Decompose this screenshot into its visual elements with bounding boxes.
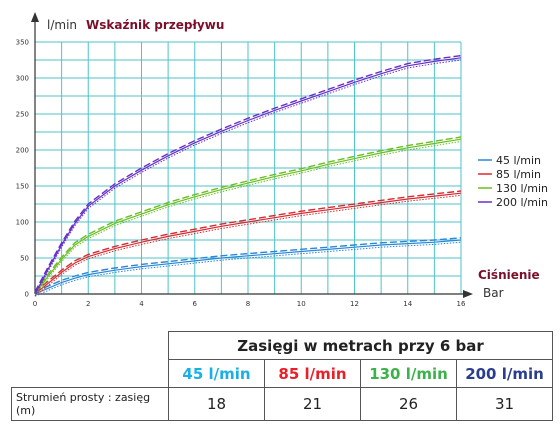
y-tick-label: 350: [16, 39, 29, 47]
x-tick-label: 4: [139, 300, 144, 308]
legend-label: 130 l/min: [496, 182, 548, 195]
legend-label: 45 l/min: [496, 154, 541, 167]
table-header-45: 45 l/min: [168, 359, 265, 388]
x-tick-label: 14: [403, 300, 412, 308]
x-tick-label: 0: [33, 300, 37, 308]
y-axis-label: l/min: [47, 18, 77, 32]
y-tick-label: 200: [16, 147, 29, 155]
series-line: [34, 138, 462, 295]
table-cell-85: 21: [264, 387, 361, 421]
series-line: [34, 57, 462, 295]
table-cell-45: 18: [168, 387, 265, 421]
table-corner: [12, 332, 169, 360]
series-line: [34, 239, 462, 295]
y-tick-label: 50: [20, 255, 29, 263]
flow-chart: 0 50 100 150 200 250 300 350 0 2 4 6 8 10 12 14 16 l/min W…: [16, 12, 548, 308]
y-tick-label: 300: [16, 75, 29, 83]
chart-title: Wskaźnik przepływu: [86, 18, 224, 32]
range-table: Zasięgi w metrach przy 6 bar 45 l/min 85…: [11, 331, 553, 421]
y-tick-label: 100: [16, 219, 29, 227]
table-row-label: Strumień prosty : zasięg (m): [11, 387, 169, 421]
x-tick-label: 10: [297, 300, 306, 308]
x-tick-label: 16: [457, 300, 466, 308]
x-tick-label: 6: [193, 300, 198, 308]
y-tick-label: 150: [16, 183, 29, 191]
series-line-dashed: [34, 237, 462, 293]
table-cell-200: 31: [456, 387, 553, 421]
table-header-200: 200 l/min: [456, 359, 553, 388]
legend-label: 85 l/min: [496, 168, 541, 181]
x-tick-label: 12: [350, 300, 359, 308]
table-header-130: 130 l/min: [360, 359, 457, 388]
series-line-dotted: [34, 194, 462, 297]
table-cell-130: 26: [360, 387, 457, 421]
x-axis-arrow: [463, 290, 473, 298]
series-line-dashed: [34, 190, 462, 293]
y-axis-arrow: [31, 12, 39, 22]
x-tick-label: 2: [86, 300, 90, 308]
table-corner-2: [12, 360, 169, 388]
series-line-dotted: [34, 140, 462, 297]
flow-chart-svg: 0 50 100 150 200 250 300 350 0 2 4 6 8 10 12 14 16 l/min W…: [16, 12, 548, 308]
series-line: [34, 192, 462, 295]
table-row: Strumień prosty : zasięg (m) 18 21 26 31: [11, 387, 553, 421]
x-axis-unit-label: Bar: [483, 286, 504, 300]
series-line-dashed: [34, 54, 462, 293]
x-axis-label: Ciśnienie: [478, 268, 540, 282]
table-title: Zasięgi w metrach przy 6 bar: [168, 331, 553, 360]
y-tick-label: 250: [16, 111, 29, 119]
legend-label: 200 l/min: [496, 196, 548, 209]
series-line-dotted: [34, 241, 462, 297]
table-header-85: 85 l/min: [264, 359, 361, 388]
y-tick-label: 0: [25, 291, 29, 299]
series-line-dotted: [34, 59, 462, 297]
series-line-dashed: [34, 136, 462, 293]
x-tick-label: 8: [246, 300, 250, 308]
